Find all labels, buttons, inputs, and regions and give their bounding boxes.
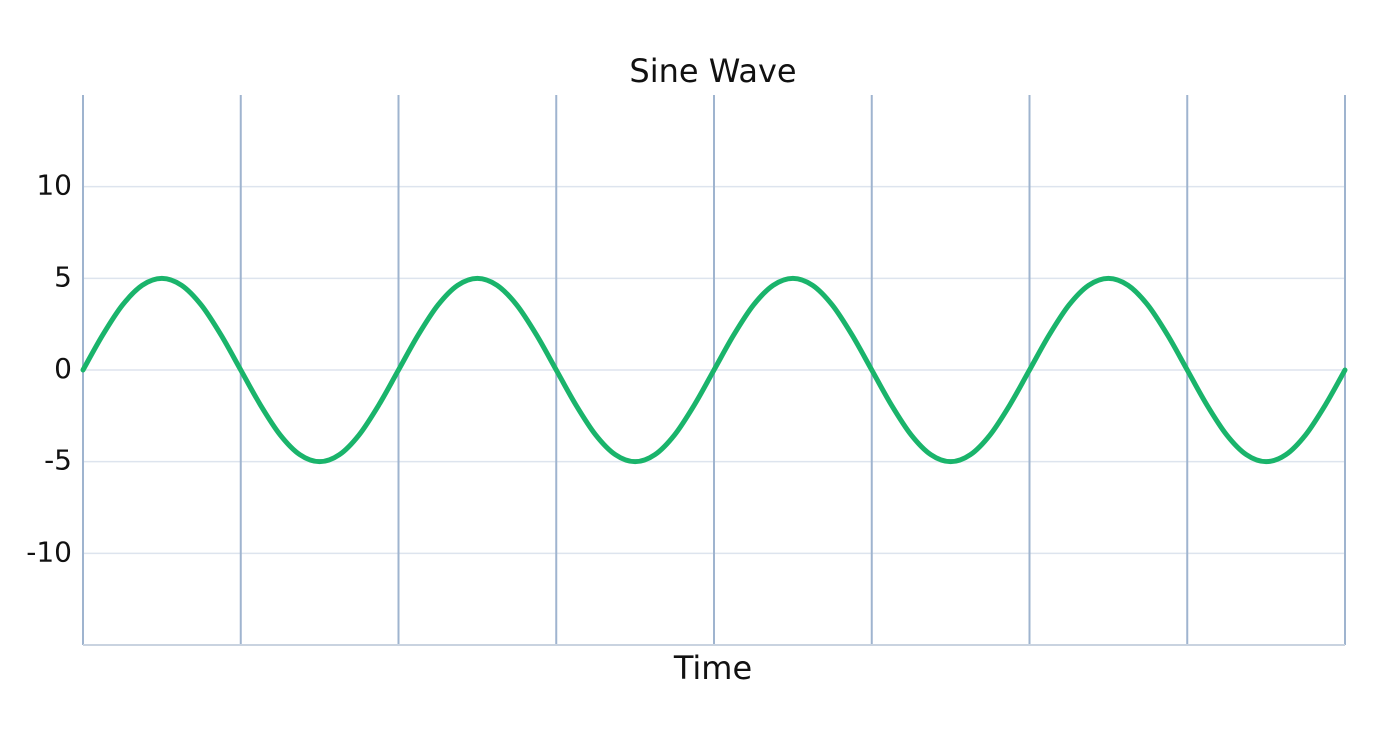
x-axis-label: Time	[673, 649, 752, 687]
sine-line	[80, 275, 1348, 465]
y-tick-label: 0	[54, 352, 72, 385]
y-tick-label: -5	[44, 444, 72, 477]
y-tick-label: 5	[54, 260, 72, 293]
y-tick-label: 10	[36, 169, 72, 202]
y-tick-label: -10	[26, 535, 72, 568]
chart-title: Sine Wave	[629, 52, 796, 90]
